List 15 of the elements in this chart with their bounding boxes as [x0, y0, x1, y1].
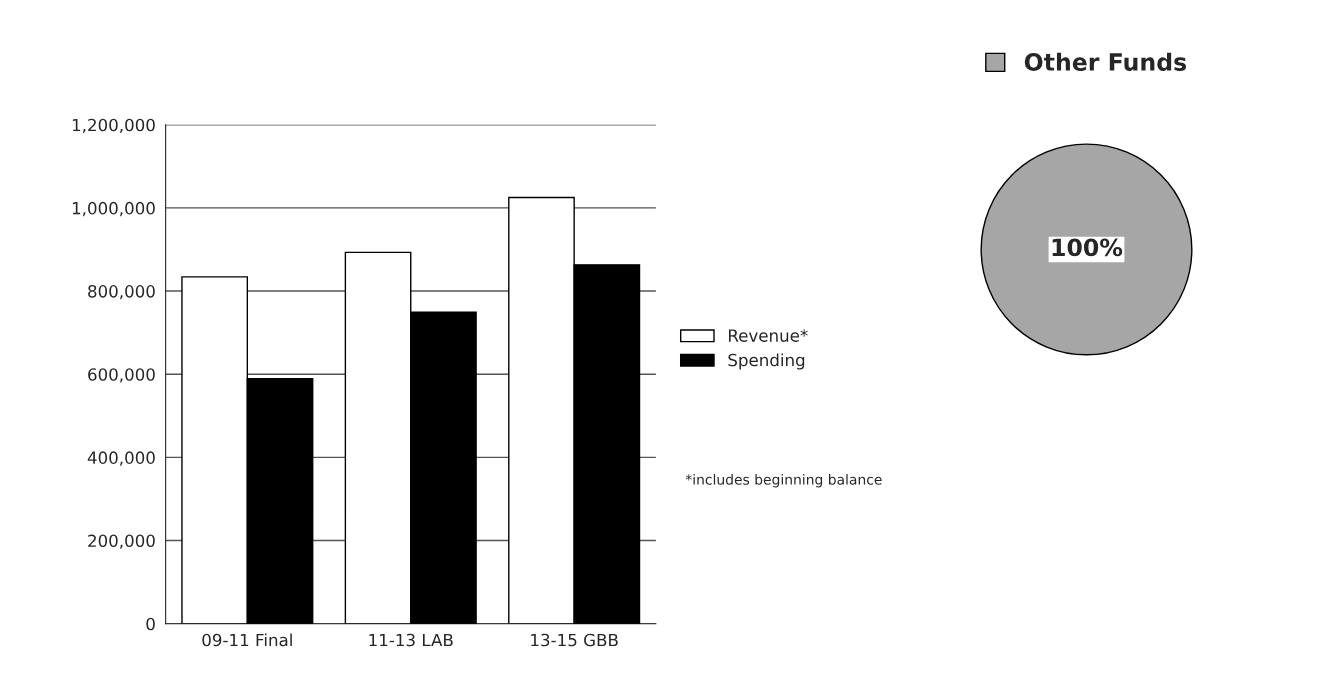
- text: *includes beginning balance: [685, 474, 882, 488]
- x-tick-label: 11-13 LAB: [369, 633, 453, 647]
- x-tick-label: 09-11 Final: [202, 633, 292, 647]
- y-tick-label: 400,000: [87, 451, 155, 466]
- legend-label: Spending: [728, 353, 805, 370]
- legend-label: Revenue*: [728, 329, 808, 342]
- y-tick-label: 1,200,000: [72, 118, 155, 134]
- data-label: 100%: [1052, 238, 1123, 257]
- y-tick-label: 200,000: [88, 534, 155, 549]
- y-tick-label: 0: [146, 617, 155, 631]
- x-tick-label: 13-15 GBB: [531, 633, 618, 647]
- y-tick-label: 600,000: [88, 368, 155, 383]
- legend-label: Other Funds: [1024, 52, 1187, 71]
- y-tick-label: 800,000: [88, 285, 155, 300]
- y-tick-label: 1,000,000: [72, 201, 155, 217]
